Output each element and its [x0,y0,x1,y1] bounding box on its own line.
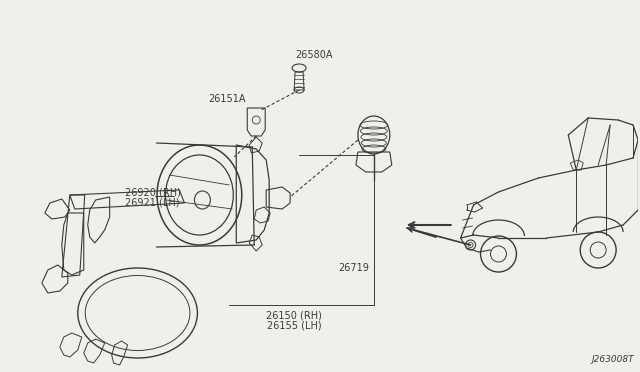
Text: 26155 (LH): 26155 (LH) [267,320,321,330]
Text: J263008T: J263008T [592,356,634,365]
Text: 26151A: 26151A [209,94,246,104]
Text: 26920 (RH): 26920 (RH) [125,187,180,197]
Text: 26150 (RH): 26150 (RH) [266,310,322,320]
Text: 26719: 26719 [339,263,369,273]
Text: 26580A: 26580A [295,50,333,60]
Text: 26921 (LH): 26921 (LH) [125,197,179,207]
